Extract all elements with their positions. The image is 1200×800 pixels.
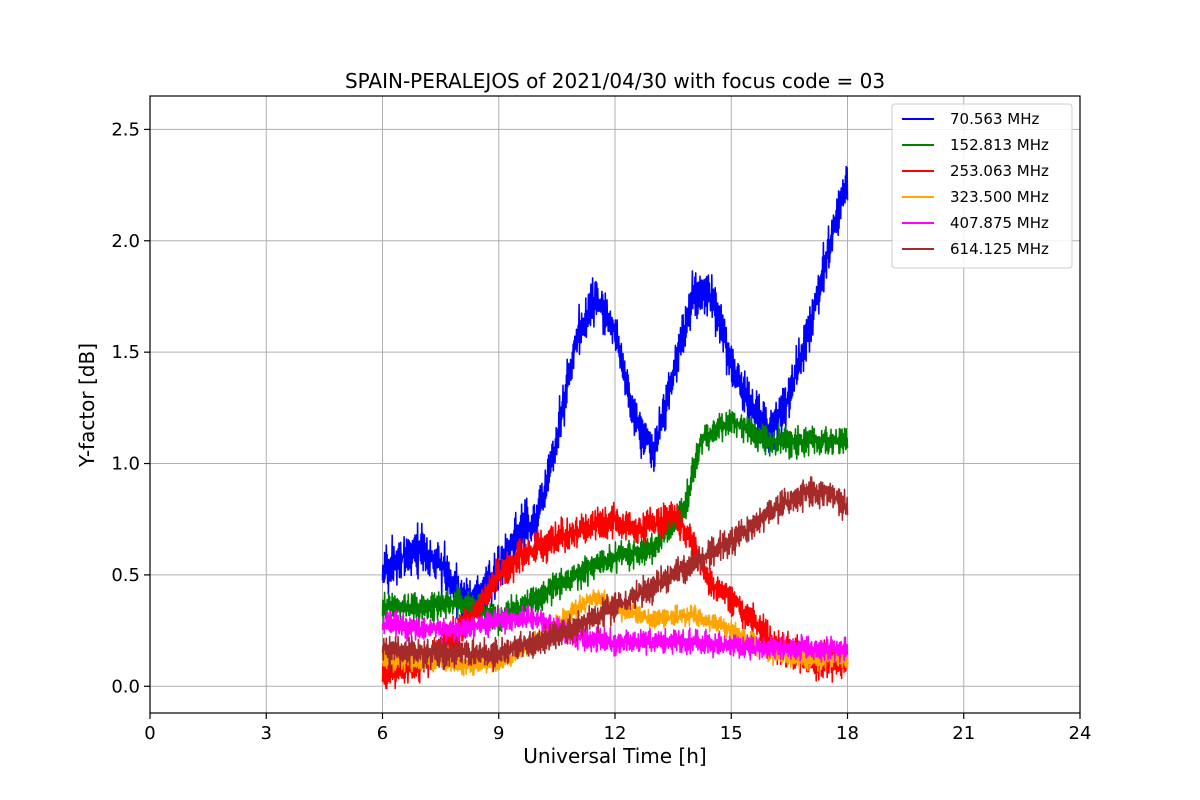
x-axis: 0 3 6 9 12 15 18 21 24 — [144, 713, 1091, 744]
series-line — [381, 476, 849, 673]
y-tick-label: 1.5 — [111, 342, 140, 363]
legend-label: 253.063 MHz — [950, 162, 1049, 180]
series-line — [381, 409, 849, 637]
x-axis-title: Universal Time [h] — [523, 744, 706, 768]
legend: 70.563 MHz 152.813 MHz 253.063 MHz 323.500 … — [891, 103, 1073, 269]
x-tick-label: 9 — [493, 723, 504, 744]
series-line — [381, 604, 849, 664]
legend-label: 152.813 MHz — [950, 136, 1049, 154]
legend-label: 614.125 MHz — [950, 240, 1049, 258]
y-tick-label: 0.5 — [111, 565, 140, 586]
y-axis: 0.0 0.5 1.0 1.5 2.0 2.5 — [111, 119, 150, 697]
series-line — [381, 501, 849, 690]
legend-box — [891, 103, 1073, 269]
plot-area — [381, 165, 849, 690]
x-tick-label: 0 — [144, 723, 155, 744]
legend-label: 70.563 MHz — [950, 110, 1039, 128]
legend-label: 323.500 MHz — [950, 188, 1049, 206]
y-tick-label: 1.0 — [111, 454, 140, 475]
chart-title: SPAIN-PERALEJOS of 2021/04/30 with focus… — [345, 69, 885, 93]
x-tick-label: 24 — [1069, 723, 1092, 744]
y-tick-label: 0.0 — [111, 676, 140, 697]
x-tick-label: 12 — [604, 723, 627, 744]
y-tick-label: 2.0 — [111, 231, 140, 252]
x-tick-label: 6 — [377, 723, 388, 744]
legend-label: 407.875 MHz — [950, 214, 1049, 232]
x-tick-label: 18 — [836, 723, 859, 744]
y-axis-title: Y-factor [dB] — [75, 343, 99, 468]
x-tick-label: 3 — [261, 723, 272, 744]
x-tick-label: 15 — [720, 723, 743, 744]
x-tick-label: 21 — [952, 723, 975, 744]
y-tick-label: 2.5 — [111, 119, 140, 140]
